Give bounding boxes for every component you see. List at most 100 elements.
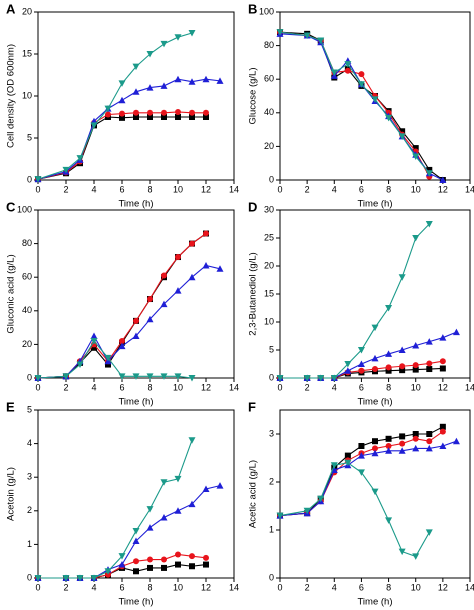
marker: [161, 109, 167, 116]
y-tick-label: 80: [22, 238, 32, 248]
x-tick-label: 8: [386, 382, 391, 392]
marker: [372, 445, 378, 452]
x-tick-label: 0: [277, 184, 282, 194]
series-line: [279, 462, 430, 558]
marker: [439, 442, 447, 449]
x-tick-label: 0: [35, 184, 40, 194]
marker: [203, 114, 209, 120]
marker: [385, 435, 392, 442]
marker: [399, 128, 406, 135]
marker: [276, 375, 284, 382]
marker: [398, 133, 406, 140]
x-tick-label: 4: [91, 582, 96, 592]
marker: [357, 81, 365, 88]
marker: [133, 114, 139, 120]
marker: [426, 431, 433, 437]
marker: [90, 122, 98, 129]
marker: [412, 553, 420, 560]
marker: [119, 110, 125, 117]
marker: [90, 332, 98, 339]
marker: [216, 265, 224, 272]
marker: [385, 305, 393, 312]
marker: [412, 342, 420, 349]
marker: [105, 361, 111, 368]
marker: [146, 51, 154, 58]
marker: [34, 575, 42, 582]
x-tick-label: 12: [201, 382, 211, 392]
marker: [317, 375, 325, 382]
panel: 0 2 4 6 8 10 12 14 0 5 10 15 20 25 30 Time (h) 2,3-Butan…: [248, 199, 474, 407]
y-tick-label: 80: [264, 40, 274, 50]
y-tick-label: 2: [27, 505, 32, 515]
x-tick-label: 14: [465, 184, 474, 194]
marker: [188, 30, 196, 37]
marker: [439, 423, 446, 430]
marker: [357, 360, 365, 367]
marker: [371, 488, 379, 496]
x-tick-label: 10: [173, 582, 183, 592]
y-tick-label: 15: [264, 288, 274, 298]
marker: [202, 485, 210, 492]
marker: [174, 373, 182, 380]
marker: [344, 367, 352, 374]
marker: [371, 324, 379, 332]
series-line: [279, 31, 430, 174]
marker: [118, 96, 126, 104]
y-axis-label: Gluconic acid (g/L): [6, 254, 17, 333]
marker: [398, 447, 406, 454]
marker: [146, 524, 154, 531]
x-axis-label: Time (h): [357, 597, 392, 608]
marker: [133, 558, 139, 565]
marker: [119, 114, 125, 121]
marker: [426, 438, 433, 445]
x-tick-label: 4: [91, 184, 96, 194]
y-axis-label: Acetoin (g/L): [6, 467, 17, 521]
marker: [175, 254, 181, 261]
y-tick-label: 5: [27, 404, 32, 414]
marker: [344, 361, 352, 368]
marker: [385, 114, 393, 122]
marker: [90, 338, 98, 345]
marker: [385, 364, 392, 371]
marker: [203, 554, 209, 561]
marker: [357, 347, 365, 354]
x-tick-label: 2: [63, 582, 68, 592]
y-tick-label: 20: [22, 6, 32, 16]
y-axis-label: Cell density (OD 600nm): [6, 44, 17, 148]
marker: [161, 556, 167, 563]
marker: [174, 34, 182, 41]
marker: [385, 350, 393, 357]
plot-frame: [279, 409, 471, 579]
marker: [132, 373, 140, 380]
panel-letter: D: [248, 199, 257, 214]
marker: [76, 361, 84, 369]
marker: [175, 108, 181, 115]
y-tick-label: 0: [27, 372, 32, 382]
marker: [160, 40, 168, 48]
marker: [439, 365, 446, 372]
x-tick-label: 12: [201, 582, 211, 592]
x-axis-label: Time (h): [118, 199, 153, 210]
x-tick-label: 4: [332, 184, 337, 194]
y-tick-label: 5: [27, 132, 32, 142]
series-line: [37, 340, 193, 379]
marker: [189, 563, 195, 570]
panel-letter: F: [248, 399, 256, 414]
marker: [399, 363, 406, 370]
marker: [160, 300, 168, 308]
y-axis-label: Glucose (g/L): [248, 67, 259, 124]
marker: [133, 109, 139, 116]
x-tick-label: 12: [438, 582, 448, 592]
x-tick-label: 8: [147, 582, 152, 592]
marker: [104, 354, 112, 362]
marker: [412, 145, 419, 152]
y-tick-label: 20: [264, 260, 274, 270]
x-tick-label: 2: [63, 184, 68, 194]
marker: [412, 435, 419, 442]
marker: [425, 444, 433, 452]
marker: [161, 564, 167, 571]
marker: [372, 366, 378, 373]
series-line: [279, 33, 444, 181]
marker: [357, 469, 365, 476]
marker: [439, 334, 447, 341]
